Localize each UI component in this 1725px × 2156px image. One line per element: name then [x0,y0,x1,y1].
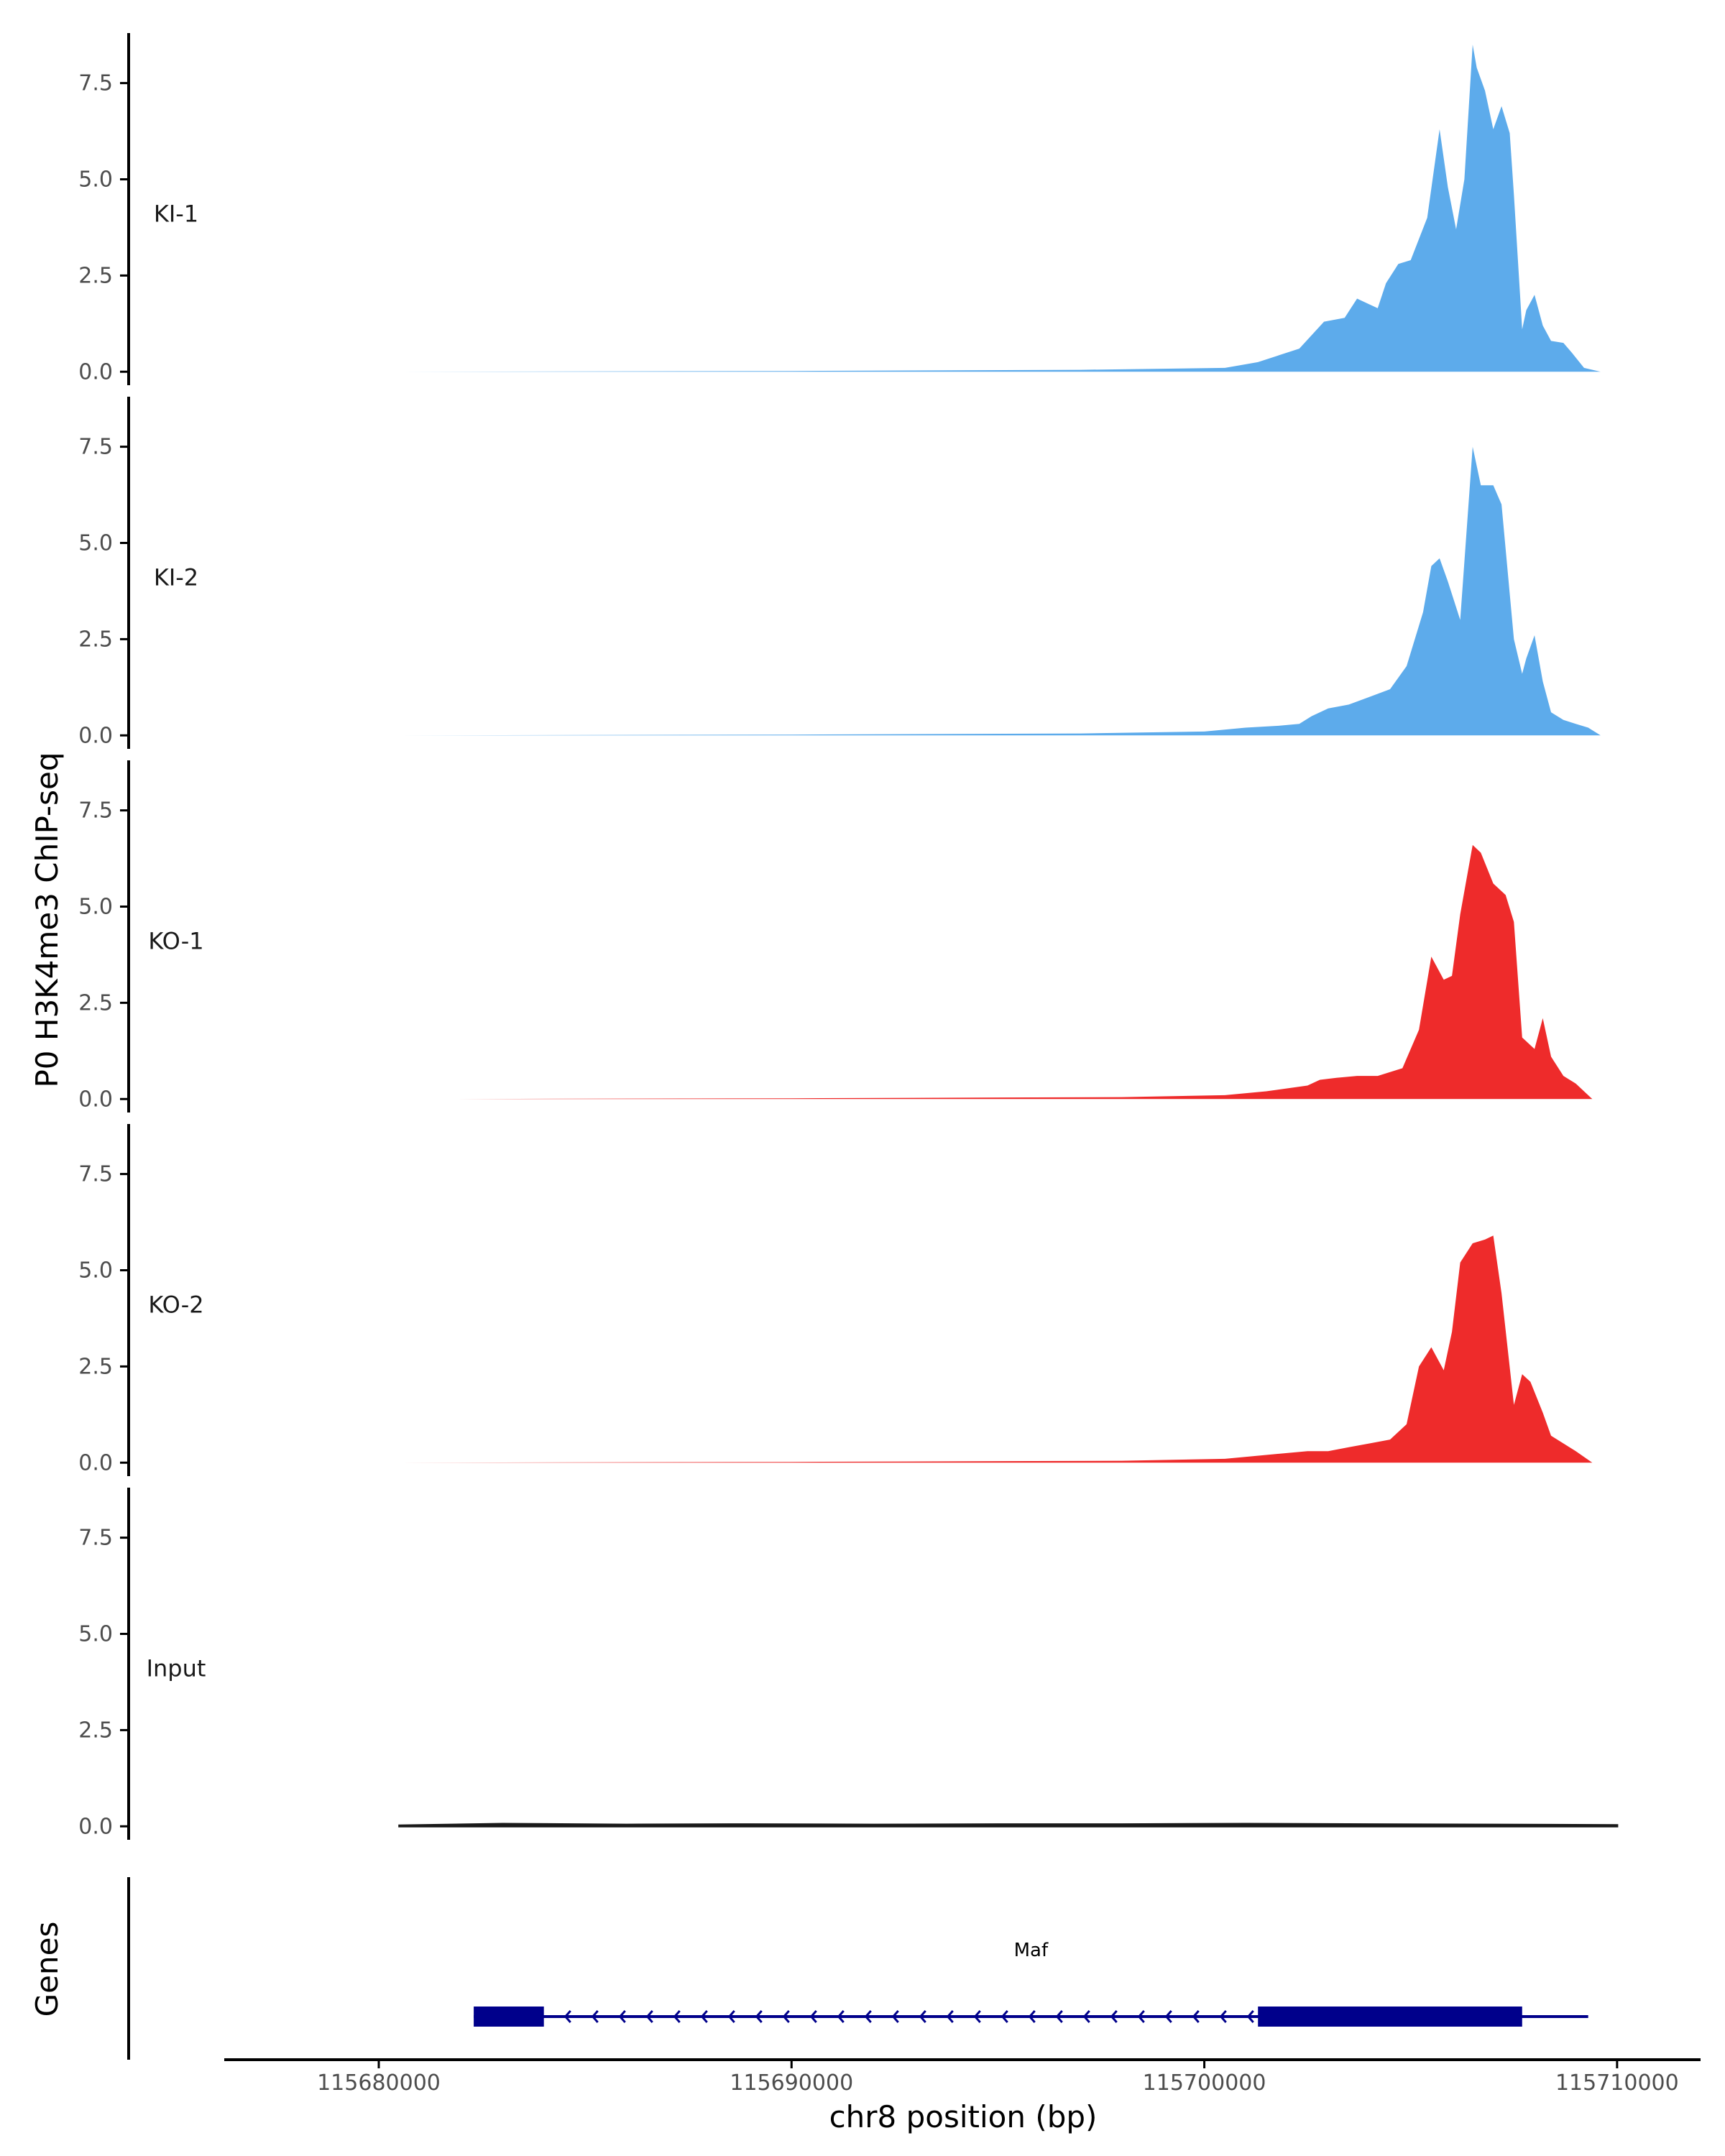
track-label: KO-2 [148,1291,203,1319]
y-tick-label: 5.0 [78,167,113,192]
genes-panel: Maf [127,1877,1588,2060]
x-tick-label: 115690000 [730,2070,853,2096]
track-input: 0.0 2.5 5.0 7.5 Input [78,1488,1619,1840]
strand-arrow [1000,2010,1008,2023]
track-label: KO-1 [148,928,203,955]
y-axis-title: P0 H3K4me3 ChIP-seq [29,752,65,1087]
strand-arrow [727,2010,735,2023]
y-tick-label: 2.5 [78,1718,113,1743]
strand-arrow [891,2010,899,2023]
y-tick-label: 5.0 [78,1258,113,1283]
signal-area [399,1235,1593,1463]
strand-arrow [946,2010,954,2023]
signal-area [420,844,1593,1100]
y-tick-label: 2.5 [78,263,113,288]
y-tick-label: 2.5 [78,627,113,652]
y-tick-label: 5.0 [78,1621,113,1646]
strand-arrow [973,2010,981,2023]
strand-arrow [1164,2010,1172,2023]
gene-model: Maf [474,1940,1588,2027]
y-tick-label: 2.5 [78,990,113,1015]
strand-arrow [591,2010,599,2023]
gene-name-label: Maf [1014,1940,1049,1961]
signal-area [399,45,1601,372]
y-tick-label: 5.0 [78,530,113,556]
y-tick-label: 7.5 [78,435,113,460]
y-tick-label: 0.0 [78,359,113,384]
strand-arrow [1082,2010,1090,2023]
y-tick-label: 7.5 [78,71,113,96]
track-label: KI-2 [154,564,198,591]
tracks-layer: 0.0 2.5 5.0 7.5 KI-1 0.0 2.5 5.0 7.5 KI-2 0.0 2.5 5.… [78,33,1619,1840]
x-tick-label: 115700000 [1143,2070,1266,2096]
strand-arrow [755,2010,763,2023]
strand-arrow [645,2010,653,2023]
y-tick-label: 0.0 [78,723,113,748]
track-ki-2: 0.0 2.5 5.0 7.5 KI-2 [78,397,1601,749]
signal-area [399,446,1601,736]
y-tick-label: 5.0 [78,894,113,919]
strand-arrow [1246,2010,1254,2023]
y-tick-label: 0.0 [78,1814,113,1839]
strand-arrow [700,2010,708,2023]
y-tick-label: 7.5 [78,1526,113,1551]
y-tick-label: 0.0 [78,1087,113,1112]
gene-exon [474,2007,544,2027]
track-ko-1: 0.0 2.5 5.0 7.5 KO-1 [78,760,1593,1112]
strand-arrow [1137,2010,1145,2023]
strand-arrow [564,2010,571,2023]
strand-arrow [1055,2010,1063,2023]
strand-arrow [1110,2010,1118,2023]
strand-arrow [673,2010,681,2023]
signal-area [398,1823,1619,1828]
gene-exon [1258,2007,1522,2027]
strand-arrow [1192,2010,1200,2023]
strand-arrow [864,2010,872,2023]
x-axis-title: chr8 position (bp) [829,2099,1098,2134]
y-tick-label: 2.5 [78,1354,113,1379]
strand-arrow [809,2010,817,2023]
track-label: KI-1 [154,201,198,228]
strand-arrow [919,2010,926,2023]
strand-arrow [837,2010,845,2023]
strand-arrow [618,2010,626,2023]
track-label: Input [147,1655,206,1682]
track-ki-1: 0.0 2.5 5.0 7.5 KI-1 [78,33,1601,385]
strand-arrow [1028,2010,1036,2023]
x-tick-label: 115710000 [1555,2070,1679,2096]
y-tick-label: 7.5 [78,1162,113,1187]
y-tick-label: 0.0 [78,1450,113,1475]
strand-arrow [782,2010,790,2023]
x-axis: 115680000 115690000 115700000 115710000 [224,2058,1701,2096]
strand-arrow [1219,2010,1227,2023]
y-tick-label: 7.5 [78,798,113,824]
genes-axis-title: Genes [29,1922,65,2017]
track-ko-2: 0.0 2.5 5.0 7.5 KO-2 [78,1124,1593,1476]
x-tick-label: 115680000 [317,2070,441,2096]
